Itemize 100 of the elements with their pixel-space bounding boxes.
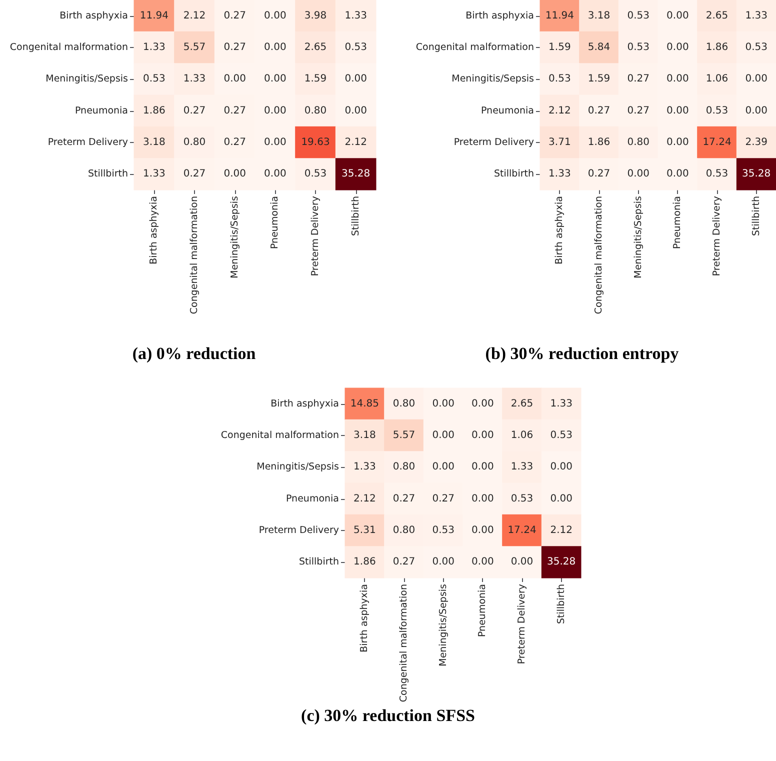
y-tick-label: Stillbirth: [494, 168, 534, 180]
data-label: 2.12: [344, 137, 367, 148]
data-label: 0.27: [392, 493, 416, 504]
data-label: 0.00: [344, 74, 367, 85]
data-label: 5.57: [392, 430, 416, 441]
data-label: 0.00: [510, 556, 534, 568]
y-tick-label: Preterm Delivery: [454, 137, 534, 148]
x-tick-label: Stillbirth: [556, 584, 567, 624]
data-label: 2.12: [354, 493, 376, 504]
data-label: 0.27: [432, 493, 454, 504]
data-label: 0.53: [143, 74, 166, 85]
data-label: 5.84: [588, 42, 610, 53]
data-label: 0.00: [472, 493, 494, 504]
y-tick-label: Pneumonia: [481, 105, 534, 116]
x-tick-label: Preterm Delivery: [712, 196, 722, 276]
data-label: 1.33: [510, 462, 534, 473]
data-label: 0.27: [224, 137, 246, 148]
data-label: 19.63: [301, 137, 330, 148]
data-label: 0.80: [392, 398, 416, 410]
data-label: 0.53: [627, 42, 650, 53]
data-label: 17.24: [508, 525, 536, 536]
data-label: 1.06: [706, 74, 728, 85]
data-label: 1.33: [183, 74, 206, 85]
data-label: 0.00: [264, 137, 286, 148]
data-label: 1.86: [354, 556, 376, 568]
data-label: 3.18: [354, 430, 376, 441]
data-label: 17.24: [702, 137, 732, 148]
data-label: 0.00: [472, 398, 494, 410]
data-label: 0.27: [627, 74, 650, 85]
x-tick-label: Stillbirth: [750, 196, 762, 236]
x-tick-label: Pneumonia: [672, 196, 684, 249]
data-label: 0.27: [183, 105, 206, 116]
data-label: 0.00: [432, 398, 454, 410]
data-label: 0.00: [550, 462, 572, 473]
data-label: 5.57: [183, 42, 206, 53]
x-tick-label: Meningitis/Sepsis: [632, 196, 644, 278]
data-label: 1.33: [143, 168, 166, 180]
data-label: 1.86: [588, 137, 610, 148]
y-tick-label: Meningitis/Sepsis: [46, 74, 128, 85]
data-label: 1.33: [550, 398, 572, 410]
data-label: 3.71: [548, 137, 571, 148]
data-label: 0.27: [224, 105, 246, 116]
data-label: 0.00: [344, 105, 367, 116]
data-label: 0.00: [745, 105, 768, 116]
data-label: 3.18: [588, 10, 610, 22]
data-label: 0.53: [432, 525, 454, 536]
data-label: 35.28: [547, 556, 576, 568]
y-tick-label: Congenital malformation: [220, 430, 339, 441]
data-label: 2.65: [304, 42, 327, 53]
data-label: 11.94: [140, 10, 168, 22]
data-label: 2.65: [706, 10, 728, 22]
data-label: 1.33: [143, 42, 166, 53]
data-label: 2.65: [510, 398, 534, 410]
data-label: 0.80: [627, 137, 650, 148]
data-label: 0.53: [304, 168, 327, 180]
y-tick-label: Preterm Delivery: [258, 525, 340, 536]
data-label: 0.00: [550, 493, 572, 504]
data-label: 0.53: [745, 42, 768, 53]
data-label: 1.33: [745, 10, 768, 22]
data-label: 0.53: [706, 168, 728, 180]
data-label: 1.59: [304, 74, 327, 85]
data-label: 1.33: [344, 10, 367, 22]
data-label: 2.39: [745, 137, 768, 148]
data-label: 0.27: [392, 556, 416, 568]
y-tick-label: Pneumonia: [286, 493, 339, 504]
data-label: 0.27: [588, 168, 610, 180]
data-label: 1.33: [354, 462, 376, 473]
y-tick-label: Congenital malformation: [10, 42, 128, 53]
data-label: 0.00: [264, 168, 286, 180]
data-label: 1.86: [706, 42, 728, 53]
y-tick-label: Birth asphyxia: [466, 10, 534, 22]
data-label: 0.00: [472, 430, 494, 441]
data-label: 0.00: [666, 137, 689, 148]
data-label: 0.00: [666, 105, 689, 116]
data-label: 2.12: [183, 10, 206, 22]
data-label: 0.00: [745, 74, 768, 85]
data-label: 0.80: [304, 105, 327, 116]
data-label: 1.86: [143, 105, 166, 116]
data-label: 0.80: [392, 462, 416, 473]
y-tick-label: Stillbirth: [299, 556, 339, 568]
data-label: 1.59: [548, 42, 571, 53]
data-label: 3.98: [304, 10, 327, 22]
data-label: 0.80: [392, 525, 416, 536]
data-label: 0.00: [666, 168, 689, 180]
data-label: 11.94: [545, 10, 574, 22]
data-label: 0.80: [183, 137, 206, 148]
data-label: 0.00: [264, 42, 286, 53]
y-tick-label: Meningitis/Sepsis: [256, 462, 340, 473]
data-label: 0.53: [548, 74, 571, 85]
text: (a) 0% reduction: [132, 344, 256, 363]
data-label: 0.27: [627, 105, 650, 116]
data-label: 2.12: [550, 525, 572, 536]
data-label: 0.00: [666, 74, 689, 85]
data-label: 0.00: [472, 462, 494, 473]
y-tick-label: Stillbirth: [88, 168, 128, 180]
data-label: 14.85: [350, 398, 379, 410]
y-tick-label: Congenital malformation: [416, 42, 534, 53]
data-label: 0.00: [432, 556, 454, 568]
data-label: 0.53: [344, 42, 367, 53]
data-label: 0.00: [432, 462, 454, 473]
